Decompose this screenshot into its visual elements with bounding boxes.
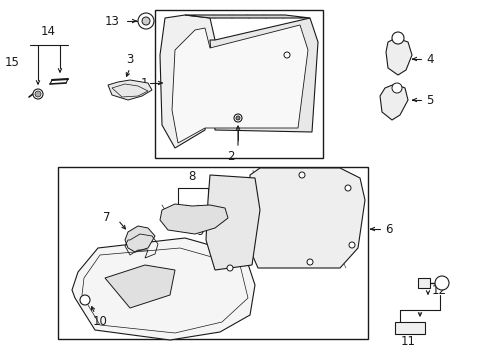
Text: 15: 15 [5, 55, 20, 68]
Circle shape [234, 114, 242, 122]
Circle shape [138, 13, 154, 29]
Circle shape [391, 83, 401, 93]
Text: 3: 3 [126, 53, 133, 66]
Text: 13: 13 [105, 14, 120, 27]
Bar [394, 322, 424, 334]
Text: 10: 10 [92, 315, 107, 328]
Circle shape [298, 172, 305, 178]
Text: 12: 12 [431, 284, 446, 297]
Circle shape [434, 276, 448, 290]
Polygon shape [108, 80, 152, 100]
Polygon shape [72, 238, 254, 340]
Circle shape [345, 185, 350, 191]
Text: 6: 6 [384, 222, 392, 235]
Text: 1: 1 [140, 77, 148, 90]
Polygon shape [247, 168, 364, 268]
Circle shape [348, 242, 354, 248]
Text: 11: 11 [400, 335, 415, 348]
Text: 8: 8 [188, 170, 195, 183]
Circle shape [284, 52, 289, 58]
Polygon shape [160, 15, 215, 148]
Text: 4: 4 [425, 53, 433, 66]
Circle shape [80, 295, 90, 305]
Polygon shape [205, 175, 260, 270]
Polygon shape [184, 15, 309, 18]
Circle shape [35, 91, 41, 97]
Circle shape [33, 89, 43, 99]
Text: 2: 2 [227, 150, 234, 163]
Polygon shape [105, 265, 175, 308]
Bar [78, 286, 98, 300]
Polygon shape [172, 25, 307, 143]
Circle shape [236, 116, 240, 120]
Bar [155, 10, 323, 158]
Circle shape [306, 259, 312, 265]
Circle shape [226, 265, 232, 271]
Polygon shape [209, 18, 317, 132]
Polygon shape [379, 84, 407, 120]
Polygon shape [385, 38, 411, 75]
Circle shape [142, 17, 150, 25]
Text: 7: 7 [102, 211, 110, 224]
Text: 14: 14 [41, 25, 55, 38]
Polygon shape [125, 226, 155, 252]
Text: 9: 9 [196, 225, 203, 238]
Bar [417, 278, 429, 288]
Bar [58, 167, 367, 339]
Text: 5: 5 [425, 94, 432, 107]
Polygon shape [160, 204, 227, 234]
Circle shape [391, 32, 403, 44]
